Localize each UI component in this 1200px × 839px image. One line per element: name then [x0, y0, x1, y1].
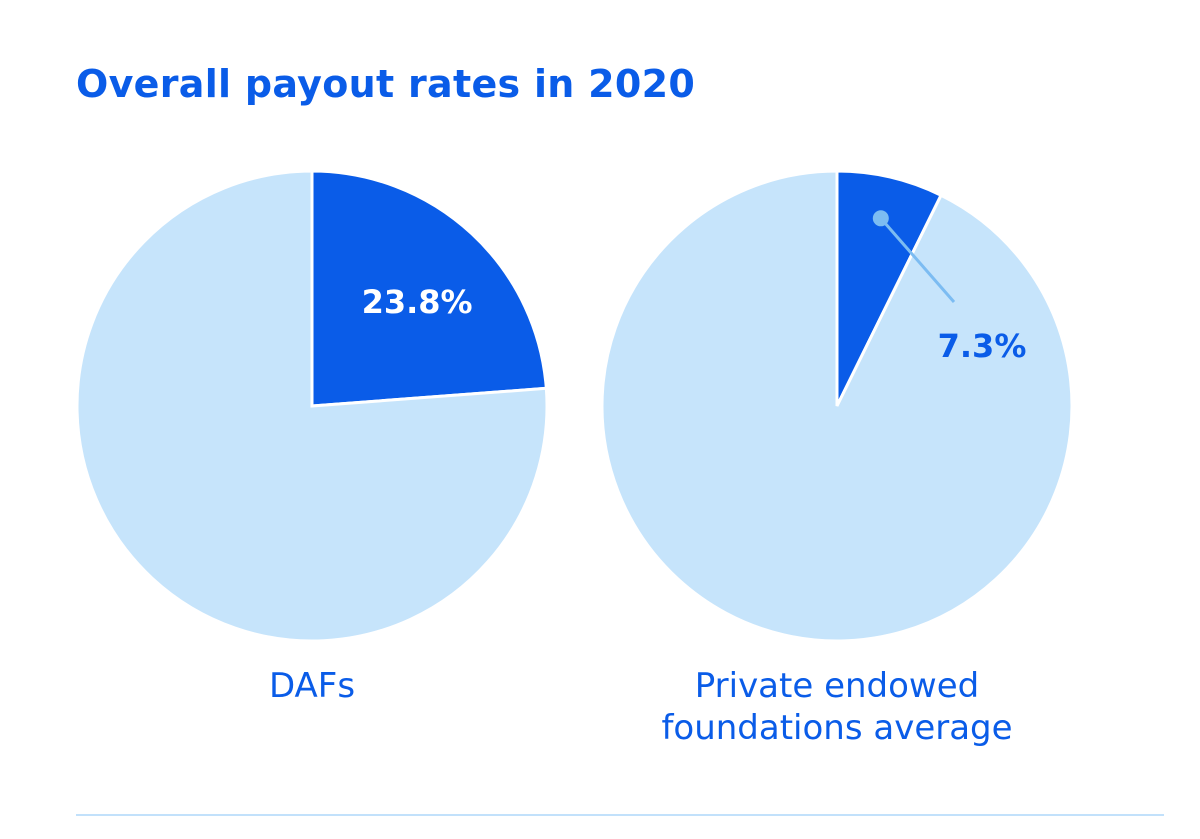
pie-1-label-line-1: foundations average	[661, 708, 1012, 748]
pie-label-dafs: DAFs	[269, 666, 355, 706]
pie-0-slice-0-highlight	[310, 169, 548, 408]
pie-chart-private-foundations: 7.3% Private endowed foundations average	[600, 169, 1074, 748]
pie-1-leader-dot	[872, 210, 889, 227]
pie-0-label-line-0: DAFs	[269, 666, 355, 706]
bottom-divider	[76, 814, 1164, 816]
pie-0-value-label: 23.8%	[362, 283, 473, 321]
pie-0-slice-1-remainder	[75, 169, 549, 643]
pie-1-slice-1-remainder	[600, 169, 1074, 643]
pie-1-slice-0-highlight	[835, 169, 944, 407]
pie-1-label-line-0: Private endowed	[695, 666, 980, 706]
pie-1-value-label: 7.3%	[938, 327, 1027, 365]
pie-1-leader-line	[879, 217, 956, 303]
pie-label-private-foundations: Private endowed foundations average	[661, 666, 1012, 748]
chart-title: Overall payout rates in 2020	[76, 62, 696, 106]
pie-chart-dafs: 23.8% DAFs	[75, 169, 549, 706]
